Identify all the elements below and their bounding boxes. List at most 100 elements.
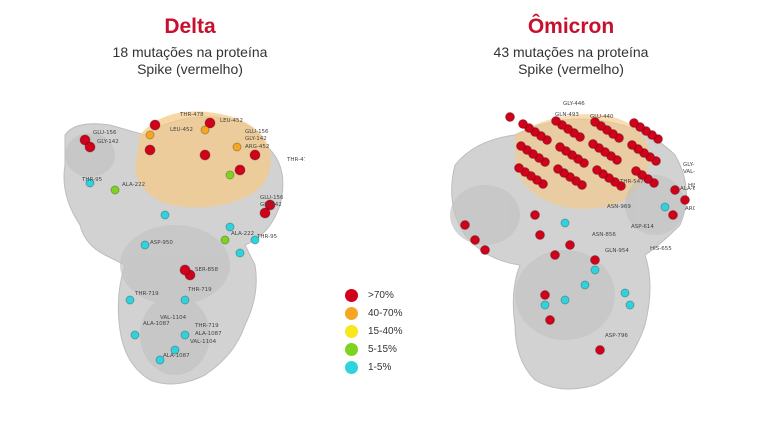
delta-panel: Delta 18 mutações na proteína Spike (ver…	[40, 14, 340, 78]
legend-swatch	[345, 342, 358, 356]
residue-cluster	[553, 164, 563, 174]
residue-cluster	[631, 166, 641, 176]
legend-label: 5-15%	[368, 343, 397, 355]
residue-cluster	[180, 295, 190, 305]
residue-cluster	[160, 210, 170, 220]
mutation-label: SER-858	[195, 267, 219, 273]
residue-cluster	[629, 118, 639, 128]
mutation-label: LEU-452	[170, 127, 193, 133]
mutation-label: ALA-1087	[195, 331, 222, 337]
residue-cluster	[545, 315, 555, 325]
residue-cluster	[551, 116, 561, 126]
mutation-label: VAL-1104	[160, 315, 187, 321]
legend-swatch	[345, 360, 358, 374]
residue-cluster	[84, 141, 96, 153]
frequency-legend: >70% 40-70% 15-40% 5-15% 1-5%	[345, 286, 402, 376]
legend-item: 1-5%	[345, 358, 402, 376]
mutation-label: ASN-969	[607, 204, 631, 210]
residue-cluster	[470, 235, 480, 245]
mutation-label: ASP-796	[605, 333, 628, 339]
mutation-label: HIS-655	[650, 246, 672, 252]
mutation-label: GLY-142	[97, 139, 119, 145]
mutation-label: ASP-614	[631, 224, 654, 230]
mutation-label: THR-547	[619, 179, 644, 185]
omicron-title: Ômicron	[527, 15, 615, 38]
residue-cluster	[565, 240, 575, 250]
omicron-subtitle-line1: 43 mutações na proteína	[493, 44, 649, 60]
residue-cluster	[199, 149, 211, 161]
legend-label: 1-5%	[368, 361, 392, 373]
mutation-label: VAL-143	[683, 169, 695, 175]
residue-cluster	[540, 290, 550, 300]
mutation-label: GLU-440	[590, 114, 614, 120]
mutation-label: ARG-452	[245, 144, 269, 150]
mutation-label: GLN-954	[605, 248, 629, 254]
mutation-label: THR-719	[134, 291, 159, 297]
mutation-label: GLY-142	[245, 136, 267, 142]
residue-cluster	[144, 144, 156, 156]
mutation-label: THR-478	[179, 112, 204, 118]
residue-cluster	[110, 185, 120, 195]
residue-cluster	[259, 207, 271, 219]
residue-cluster	[505, 112, 515, 122]
mutation-label: THR-719	[194, 323, 219, 329]
legend-label: >70%	[368, 289, 394, 301]
mutation-label: THR-478	[286, 157, 305, 163]
residue-cluster	[592, 165, 602, 175]
residue-cluster	[540, 300, 550, 310]
mutation-label: GLY-142	[260, 202, 282, 208]
mutation-label: ALA-1087	[143, 321, 170, 327]
residue-cluster	[125, 295, 135, 305]
residue-cluster	[555, 142, 565, 152]
delta-title: Delta	[164, 15, 216, 38]
residue-cluster	[225, 170, 235, 180]
residue-cluster	[627, 140, 637, 150]
residue-cluster	[590, 265, 600, 275]
residue-cluster	[204, 117, 216, 129]
mutation-label: ALA-1087	[163, 353, 190, 359]
residue-cluster	[514, 163, 524, 173]
residue-cluster	[460, 220, 470, 230]
residue-cluster	[590, 117, 600, 127]
legend-swatch	[345, 288, 358, 302]
omicron-subtitle-line2: Spike (vermelho)	[518, 61, 624, 77]
residue-cluster	[668, 210, 678, 220]
legend-swatch	[345, 306, 358, 320]
residue-cluster	[85, 178, 95, 188]
residue-cluster	[530, 210, 540, 220]
residue-cluster	[625, 300, 635, 310]
legend-item: 15-40%	[345, 322, 402, 340]
residue-cluster	[130, 330, 140, 340]
residue-cluster	[140, 240, 150, 250]
mutation-label: HIS-69	[688, 183, 695, 189]
residue-cluster	[580, 280, 590, 290]
residue-cluster	[200, 125, 210, 135]
mutation-label: ARG-214	[685, 206, 695, 212]
residue-cluster	[235, 248, 245, 258]
omicron-spike-protein-illustration: GLY-446GLN-493GLU-440GLY-142VAL-143VAL-7…	[450, 101, 695, 390]
residue-cluster	[480, 245, 490, 255]
mutation-label: ALA-67	[680, 186, 695, 192]
delta-subtitle-line2: Spike (vermelho)	[137, 61, 243, 77]
mutation-label: ASN-856	[592, 232, 616, 238]
mutation-label: GLY-142	[683, 162, 695, 168]
mutation-label: ASP-950	[150, 240, 173, 246]
mutation-label: THR-95	[256, 234, 278, 240]
mutation-label: VAL-1104	[190, 339, 217, 345]
residue-cluster	[670, 185, 680, 195]
residue-cluster	[149, 119, 161, 131]
legend-swatch	[345, 324, 358, 338]
residue-cluster	[250, 235, 260, 245]
delta-spike-protein-illustration: GLU-156GLY-142THR-478LEU-452LEU-452GLU-1…	[63, 111, 305, 385]
mutation-label: ALA-222	[231, 231, 254, 237]
residue-cluster	[680, 195, 690, 205]
residue-cluster	[155, 355, 165, 365]
residue-cluster	[588, 139, 598, 149]
legend-label: 40-70%	[368, 307, 403, 319]
legend-label: 15-40%	[368, 325, 403, 337]
residue-cluster	[516, 141, 526, 151]
residue-cluster	[560, 295, 570, 305]
residue-cluster	[560, 218, 570, 228]
residue-cluster	[234, 164, 246, 176]
mutation-label: THR-95	[81, 177, 103, 183]
